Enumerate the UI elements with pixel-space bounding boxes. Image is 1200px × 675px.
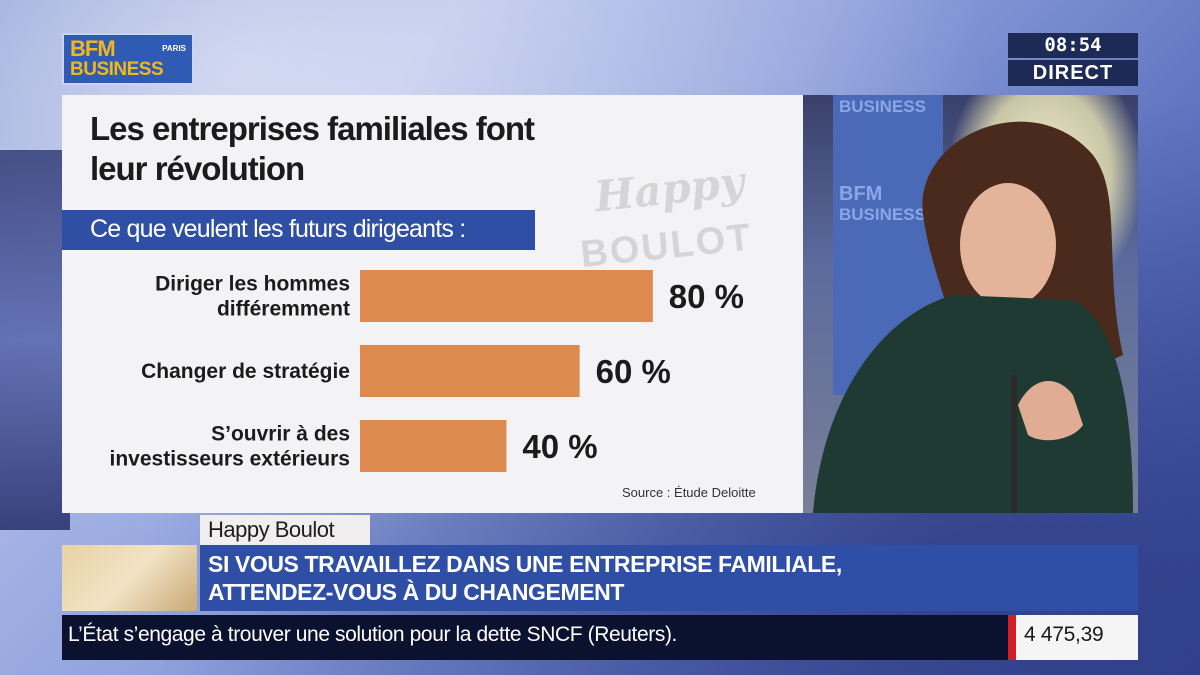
market-index: 4 475,39 <box>1008 615 1138 660</box>
value-label-3: 40 % <box>522 428 597 465</box>
chart-title-line2: leur révolution <box>90 150 305 187</box>
presenter-figure <box>813 121 1133 513</box>
value-label-1: 80 % <box>669 278 744 315</box>
category-label-2: Changer de stratégie <box>141 360 350 383</box>
studio-screen-text2: BFM <box>839 183 883 205</box>
headline-line1: SI VOUS TRAVAILLEZ DANS UNE ENTREPRISE F… <box>208 551 842 577</box>
show-name-tag: Happy Boulot <box>200 515 370 545</box>
clock: 08:54 <box>1008 33 1138 58</box>
presenter-video: BUSINESS BFM BUSINESS <box>803 95 1138 513</box>
logo-paris: PARIS <box>162 44 186 53</box>
ticker-text: L’État s’engage à trouver une solution p… <box>68 623 677 646</box>
category-label-1: Diriger les hommes différemment <box>155 273 350 321</box>
studio-screen-text3: BUSINESS <box>839 205 926 224</box>
bar-chart: Diriger les hommes différemment 80 % Change… <box>110 270 744 472</box>
bar-3 <box>360 420 507 472</box>
category-label-3: S’ouvrir à des investisseurs extérieurs <box>110 423 350 471</box>
studio-screen-text1: BUSINESS <box>839 97 926 116</box>
headline-bar: SI VOUS TRAVAILLEZ DANS UNE ENTREPRISE F… <box>200 545 1138 611</box>
market-flag-icon <box>1008 615 1016 660</box>
chart-subtitle: Ce que veulent les futurs dirigeants : <box>62 210 535 250</box>
value-label-2: 60 % <box>596 353 671 390</box>
logo-line2: BUSINESS <box>70 59 164 80</box>
chart-panel: Happy BOULOT Les entreprises familiales … <box>62 95 803 513</box>
background-decor <box>0 150 70 530</box>
market-value: 4 475,39 <box>1024 623 1104 646</box>
bar-1 <box>360 270 653 322</box>
chart-title-line1: Les entreprises familiales font <box>90 110 535 147</box>
headline-line2: ATTENDEZ-VOUS À DU CHANGEMENT <box>208 579 625 605</box>
chart-source: Source : Étude Deloitte <box>622 485 756 500</box>
bar-2 <box>360 345 580 397</box>
chart-title: Les entreprises familiales font leur rév… <box>90 109 650 189</box>
logo-line1: BFM <box>70 36 116 61</box>
chart-subtitle-text: Ce que veulent les futurs dirigeants : <box>90 215 466 243</box>
channel-logo: BFM PARIS BUSINESS <box>62 33 194 85</box>
live-badge: DIRECT <box>1008 60 1138 86</box>
news-ticker: L’État s’engage à trouver une solution p… <box>62 615 1008 660</box>
show-name: Happy Boulot <box>208 517 335 542</box>
show-thumbnail <box>62 545 197 611</box>
